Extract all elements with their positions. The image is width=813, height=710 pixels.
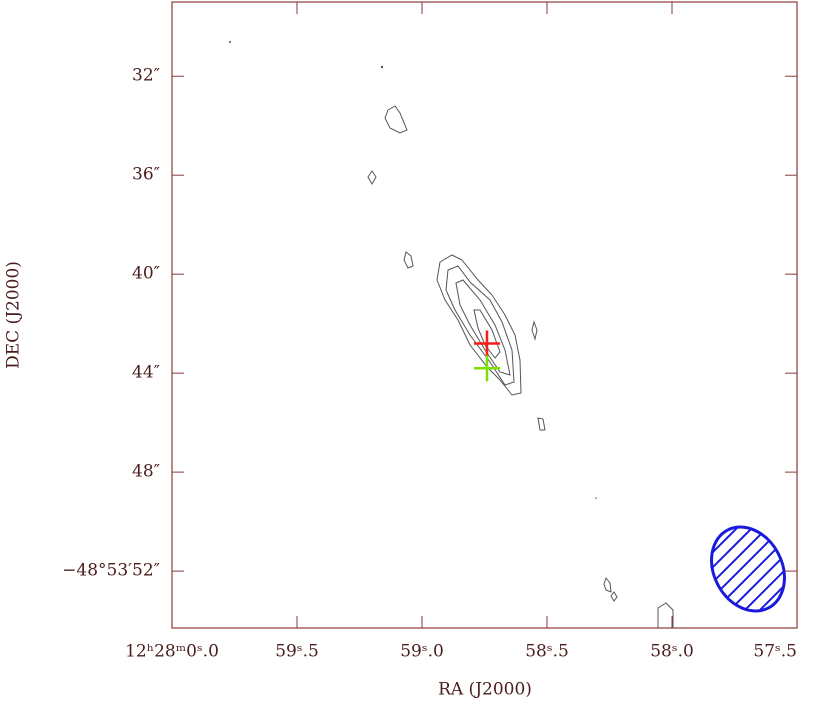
x-axis-label: RA (J2000) [438,680,532,700]
y-tick-label: 44″ [132,363,160,383]
cross-marker [474,330,500,357]
y-tick-label: 40″ [132,264,160,284]
y-tick-label: 32″ [132,66,160,86]
x-tick-label: 59ˢ.5 [275,642,319,662]
y-tick-label: 36″ [132,165,160,185]
x-tick-label: 12ʰ28ᵐ0ˢ.0 [125,642,219,662]
plot-frame [171,1,798,629]
x-tick-label: 59ˢ.0 [400,642,444,662]
x-tick-label: 58ˢ.0 [650,642,694,662]
y-tick-label: −48°53′52″ [62,561,160,581]
beam [697,514,799,624]
y-axis-label: DEC (J2000) [4,261,24,369]
cross-marker [474,355,500,382]
contours [229,41,674,628]
x-tick-label: 58ˢ.5 [525,642,569,662]
y-tick-label: 48″ [132,462,160,482]
x-tick-label: 57ˢ.5 [753,642,797,662]
